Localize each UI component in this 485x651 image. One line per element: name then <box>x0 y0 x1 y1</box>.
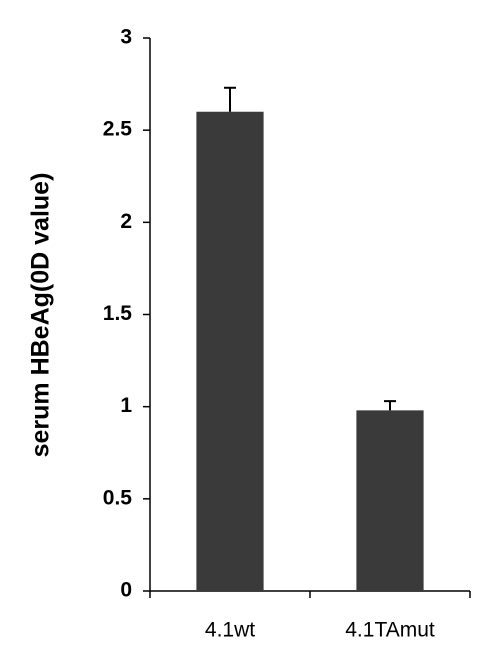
bar <box>356 410 424 591</box>
x-tick-label: 4.1TAmut <box>345 619 435 642</box>
y-tick-label: 2 <box>120 210 132 233</box>
y-tick-label: 0.5 <box>103 486 133 509</box>
y-tick-label: 1.5 <box>103 302 133 325</box>
y-tick-label: 0 <box>120 579 132 602</box>
bar <box>196 111 264 591</box>
y-tick-label: 2.5 <box>103 118 133 141</box>
y-tick-label: 3 <box>120 26 132 49</box>
y-tick-label: 1 <box>120 394 132 417</box>
y-axis-label: serum HBeAg(0D value) <box>27 173 55 458</box>
error-bar <box>224 86 236 112</box>
x-tick-label: 4.1wt <box>205 619 255 642</box>
error-bar <box>384 400 396 411</box>
